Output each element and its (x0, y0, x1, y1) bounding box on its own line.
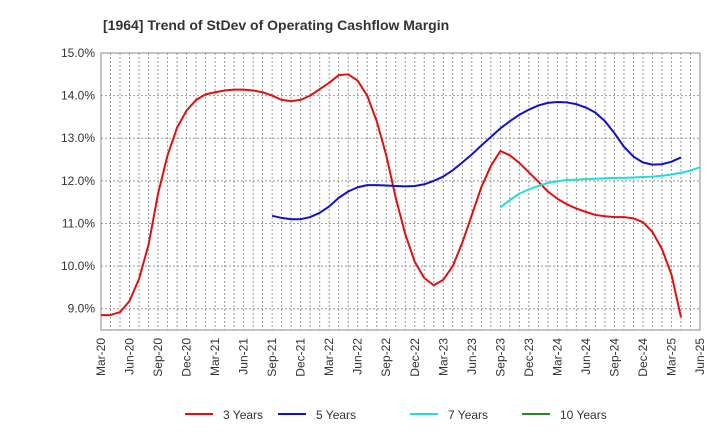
x-tick-label: Jun-21 (237, 338, 251, 375)
x-tick-label: Sep-24 (607, 338, 621, 377)
x-tick-label: Jun-24 (579, 338, 593, 375)
legend-label: 7 Years (448, 408, 488, 422)
y-tick-label: 10.0% (61, 259, 95, 273)
y-tick-label: 13.0% (61, 131, 95, 145)
x-tick-label: Jun-20 (123, 338, 137, 375)
y-tick-label: 9.0% (68, 302, 96, 316)
x-tick-label: Jun-23 (465, 338, 479, 375)
x-tick-label: Sep-23 (493, 338, 507, 377)
x-tick-label: Mar-23 (436, 338, 450, 376)
legend: 3 Years 5 Years 7 Years 10 Years (185, 408, 607, 422)
series-line-3-years (101, 73, 682, 318)
x-tick-label: Mar-24 (550, 338, 564, 376)
series-line-5-years (271, 101, 682, 221)
x-tick-label: Jun-22 (351, 338, 365, 375)
y-tick-label: 14.0% (61, 89, 95, 103)
y-tick-label: 12.0% (61, 174, 95, 188)
legend-label: 10 Years (560, 408, 607, 422)
x-tick-label: Sep-21 (265, 338, 279, 377)
x-tick-label: Dec-22 (408, 338, 422, 377)
x-tick-label: Mar-22 (322, 338, 336, 376)
chart-title: [1964] Trend of StDev of Operating Cashf… (103, 17, 449, 33)
x-tick-label: Mar-21 (208, 338, 222, 376)
x-tick-label: Dec-23 (522, 338, 536, 377)
x-axis: Mar-20 Jun-20 Sep-20 Dec-20 Mar-21 Jun-21 Sep-… (94, 338, 707, 377)
y-tick-label: 11.0% (62, 216, 95, 230)
x-tick-label: Dec-21 (294, 338, 308, 377)
grid-layer (100, 52, 701, 330)
plot-frame (100, 52, 701, 331)
y-axis: 9.0% 10.0% 11.0% 12.0% 13.0% 14.0% 15.0% (61, 46, 95, 316)
x-tick-label: Sep-22 (379, 338, 393, 377)
x-tick-label: Mar-25 (664, 338, 678, 376)
x-tick-label: Mar-20 (94, 338, 108, 376)
x-tick-label: Dec-20 (180, 338, 194, 377)
series-line-7-years (499, 166, 701, 209)
x-tick-label: Dec-24 (636, 338, 650, 377)
y-tick-label: 15.0% (61, 46, 95, 60)
x-tick-label: Jun-25 (693, 338, 707, 375)
legend-label: 3 Years (223, 408, 263, 422)
series-layer (101, 73, 701, 318)
legend-label: 5 Years (316, 408, 356, 422)
x-tick-label: Sep-20 (151, 338, 165, 377)
